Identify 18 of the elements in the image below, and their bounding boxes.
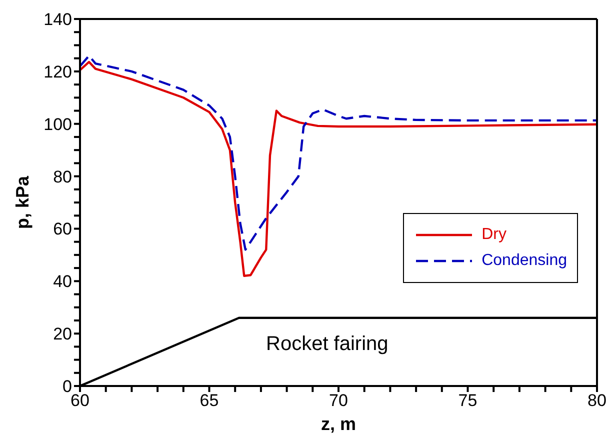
y-tick-label: 0 xyxy=(62,377,72,396)
x-tick-label: 70 xyxy=(329,391,348,410)
legend-label: Condensing xyxy=(482,252,567,270)
y-tick-label: 100 xyxy=(44,114,72,134)
x-axis-title: z, m xyxy=(320,414,356,434)
x-tick-label: 65 xyxy=(200,391,219,410)
y-tick-label: 40 xyxy=(53,272,72,292)
y-tick-label: 120 xyxy=(44,62,72,82)
y-tick-label: 80 xyxy=(53,167,72,186)
legend-label: Dry xyxy=(482,226,506,244)
annotation: Rocket fairing xyxy=(266,333,388,356)
x-tick-label: 60 xyxy=(70,391,90,410)
x-tick-label: 75 xyxy=(458,391,478,410)
y-tick-label: 20 xyxy=(53,324,72,344)
y-axis-title: p, kPa xyxy=(12,175,32,230)
y-tick-label: 60 xyxy=(53,220,72,239)
x-tick-label: 80 xyxy=(588,391,606,410)
y-tick-label: 140 xyxy=(44,10,72,30)
